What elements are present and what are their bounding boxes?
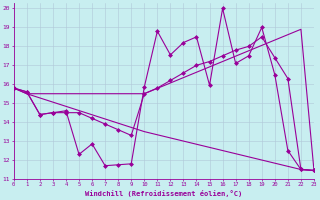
X-axis label: Windchill (Refroidissement éolien,°C): Windchill (Refroidissement éolien,°C) — [85, 190, 243, 197]
